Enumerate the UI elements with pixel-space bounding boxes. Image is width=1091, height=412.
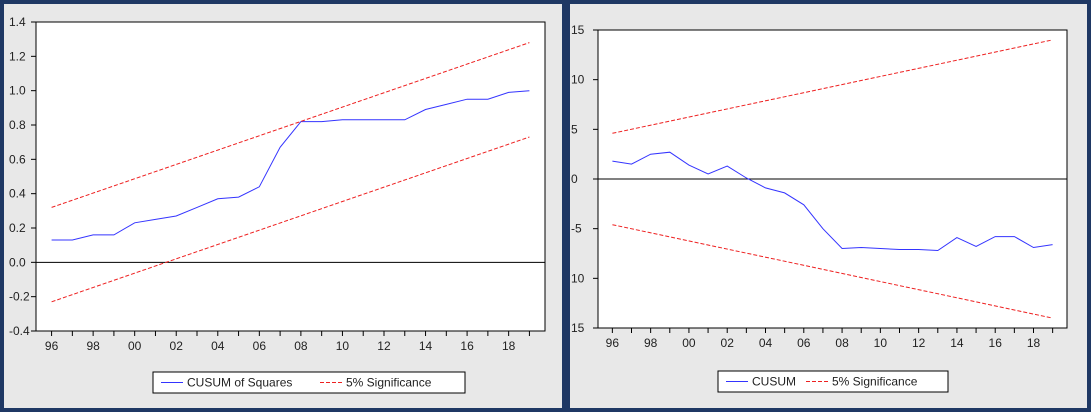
y-tick-label: 1.2 xyxy=(9,49,26,63)
x-tick-label: 08 xyxy=(835,336,849,350)
significance-bound-line xyxy=(51,136,530,303)
y-tick-label: -0.2 xyxy=(9,290,30,304)
y-tick-label: -5 xyxy=(571,222,582,236)
y-tick-label: 10 xyxy=(571,271,585,285)
significance-bound-line xyxy=(612,39,1053,134)
x-tick-label: 00 xyxy=(682,336,696,350)
legend-box xyxy=(152,371,466,394)
x-tick-label: 98 xyxy=(644,336,658,350)
cusum-panel: 15 10 -5 0 5 10 15 96 98 00 02 04 06 08 10 12 14 16 18 CUSU… xyxy=(566,0,1091,412)
y-tick-label: 0.6 xyxy=(9,152,26,166)
x-tick-label: 96 xyxy=(45,339,59,353)
y-tick-label: 5 xyxy=(571,122,578,136)
x-tick-label: 06 xyxy=(253,339,267,353)
cusum-squares-chart: -0.4 -0.2 0.0 0.2 0.4 0.6 0.8 1.0 1.2 1.4 96 98 00 02… xyxy=(9,15,546,394)
cusum-squares-panel: -0.4 -0.2 0.0 0.2 0.4 0.6 0.8 1.0 1.2 1.4 96 98 00 02… xyxy=(0,0,566,412)
x-tick-label: 04 xyxy=(211,339,225,353)
x-tick-label: 14 xyxy=(419,339,433,353)
x-tick-label: 00 xyxy=(128,339,142,353)
x-tick-label: 96 xyxy=(606,336,620,350)
x-tick-label: 10 xyxy=(874,336,888,350)
series-line xyxy=(51,90,530,241)
legend-significance-label: 5% Significance xyxy=(832,375,918,389)
y-tick-label: 15 xyxy=(571,23,585,37)
x-tick-label: 12 xyxy=(912,336,926,350)
y-tick-label: 10 xyxy=(571,73,585,87)
x-tick-label: 08 xyxy=(294,339,308,353)
x-tick-label: 02 xyxy=(721,336,735,350)
x-tick-label: 98 xyxy=(86,339,100,353)
y-tick-label: 0.8 xyxy=(9,118,26,132)
x-tick-label: 16 xyxy=(989,336,1003,350)
y-tick-label: 15 xyxy=(571,321,585,335)
x-tick-label: 10 xyxy=(336,339,350,353)
x-tick-label: 06 xyxy=(797,336,811,350)
legend-series-label: CUSUM of Squares xyxy=(187,376,292,390)
x-tick-label: 02 xyxy=(170,339,184,353)
y-tick-label: 1.4 xyxy=(9,15,26,29)
series-line xyxy=(612,151,1053,252)
x-tick-label: 14 xyxy=(950,336,964,350)
x-tick-label: 18 xyxy=(1027,336,1041,350)
y-tick-label: 0.2 xyxy=(9,221,26,235)
y-tick-label: 1.0 xyxy=(9,84,26,98)
x-tick-label: 04 xyxy=(759,336,773,350)
x-tick-label: 18 xyxy=(502,339,516,353)
y-tick-label: 0.4 xyxy=(9,187,26,201)
significance-bound-line xyxy=(612,224,1053,319)
plot-area xyxy=(35,21,546,332)
x-tick-label: 16 xyxy=(460,339,474,353)
y-tick-label: 0.0 xyxy=(9,255,26,269)
legend-box xyxy=(717,370,949,393)
cusum-chart: 15 10 -5 0 5 10 15 96 98 00 02 04 06 08 10 12 14 16 18 CUSU… xyxy=(571,23,1068,393)
x-tick-label: 12 xyxy=(377,339,391,353)
significance-bound-line xyxy=(51,42,530,208)
y-tick-label: -0.4 xyxy=(9,324,30,338)
y-tick-label: 0 xyxy=(571,172,578,186)
legend-significance-label: 5% Significance xyxy=(346,376,432,390)
legend-series-label: CUSUM xyxy=(752,375,796,389)
